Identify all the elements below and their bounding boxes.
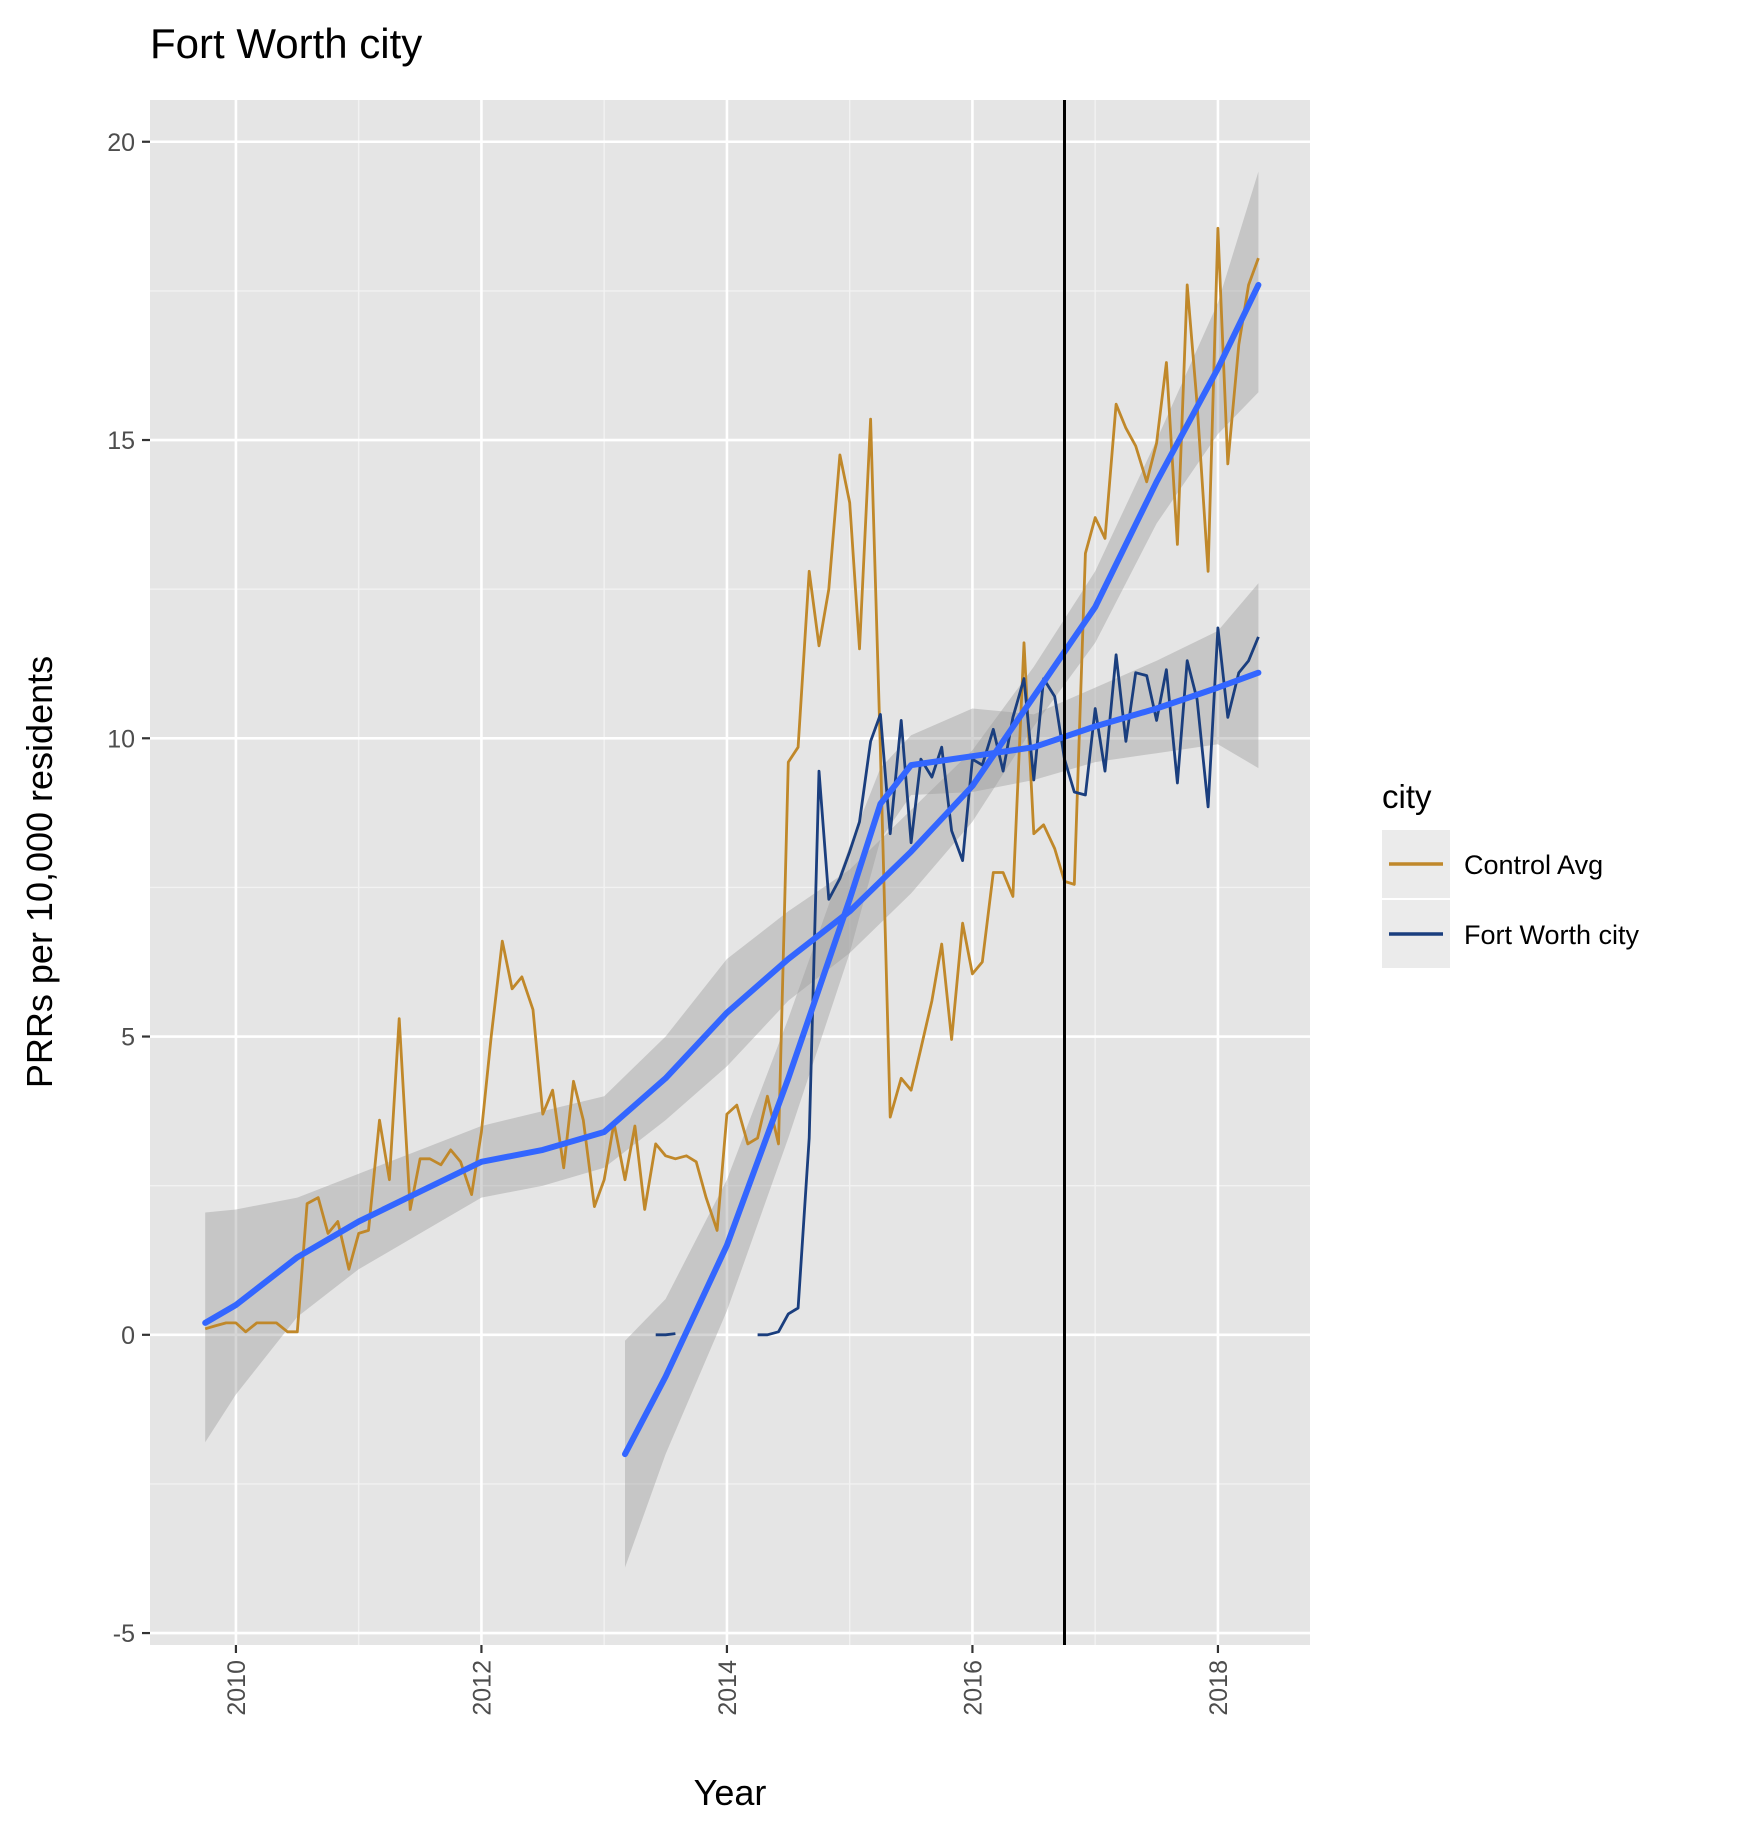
smooth-bands (205, 171, 1259, 1568)
smooth-line (202, 281, 1262, 1326)
plot-panel (150, 100, 1310, 1645)
x-tick-label: 2018 (1205, 1660, 1233, 1716)
smooth-line (622, 669, 1262, 1458)
x-tick-label: 2010 (223, 1660, 251, 1716)
y-tick-label: 10 (107, 725, 135, 753)
series-line-fort-worth-city (757, 626, 1260, 1337)
smooth-lines (202, 281, 1262, 1458)
confidence-band (625, 583, 1259, 1568)
series-line-control-avg (204, 226, 1260, 1334)
legend-title: city (1382, 778, 1432, 815)
y-tick-label: 15 (107, 427, 135, 455)
y-tick-label: -5 (113, 1620, 135, 1648)
x-tick-label: 2016 (959, 1660, 987, 1716)
y-axis-title: PRRs per 10,000 residents (19, 656, 60, 1088)
data-series (204, 226, 1260, 1337)
grid (150, 100, 1310, 1645)
legend-item: Control Avg (1382, 830, 1603, 898)
x-tick-label: 2014 (714, 1660, 742, 1716)
legend-label: Fort Worth city (1464, 920, 1640, 950)
axes: -5 0 5 10 15 20 2010 2012 2014 2016 2018 (107, 129, 1233, 1716)
legend-label: Control Avg (1464, 850, 1603, 880)
series-line-fort-worth-city (655, 1332, 676, 1337)
legend-item: Fort Worth city (1382, 900, 1640, 968)
y-tick-label: 20 (107, 129, 135, 157)
y-tick-label: 0 (121, 1322, 135, 1350)
x-axis-title: Year (694, 1772, 767, 1813)
y-tick-label: 5 (121, 1024, 135, 1052)
legend: city Control Avg Fort Worth city (1382, 778, 1640, 968)
chart-title: Fort Worth city (150, 20, 422, 67)
x-tick-label: 2012 (468, 1660, 496, 1716)
